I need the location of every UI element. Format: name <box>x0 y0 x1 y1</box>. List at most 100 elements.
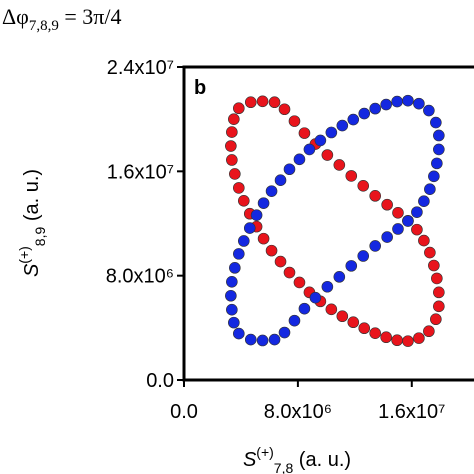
point <box>298 302 311 315</box>
point <box>402 335 414 347</box>
point <box>392 223 404 235</box>
y-axis-label: S(+)8,9 (a. u.) <box>16 169 48 277</box>
x-label-rest: (a. u.) <box>293 449 351 471</box>
point <box>402 215 414 227</box>
point <box>250 209 263 221</box>
point <box>423 325 435 338</box>
point <box>244 333 257 346</box>
point <box>274 174 287 187</box>
point <box>225 289 237 302</box>
point <box>288 314 301 327</box>
point <box>229 168 241 180</box>
point <box>314 134 327 147</box>
point <box>381 198 393 211</box>
point <box>347 316 360 329</box>
point <box>283 163 296 176</box>
point <box>345 170 358 182</box>
y-label-rest: (a. u.) <box>21 169 43 227</box>
point <box>226 154 238 166</box>
point <box>268 96 281 109</box>
y-label-s: S <box>21 263 43 277</box>
plot-frame <box>182 65 474 382</box>
point <box>293 153 306 166</box>
x-tick-label: 1.6x10⁷ <box>378 401 445 423</box>
point <box>428 170 440 183</box>
point <box>237 235 250 247</box>
point <box>325 303 338 316</box>
point <box>347 113 360 126</box>
point <box>369 102 381 115</box>
point <box>381 231 393 243</box>
point <box>268 333 281 346</box>
point <box>288 115 301 127</box>
y-tick-label: 1.6x10⁷ <box>107 161 174 183</box>
y-label-sub: 8,9 <box>32 227 48 247</box>
point <box>244 96 257 109</box>
point <box>431 157 443 170</box>
point <box>431 272 443 285</box>
point <box>428 259 440 272</box>
point <box>413 332 425 344</box>
point <box>226 275 238 288</box>
point <box>358 107 371 120</box>
y-tick-label: 2.4x10⁷ <box>107 57 174 79</box>
x-label-s: S <box>243 449 257 471</box>
point <box>369 190 381 202</box>
point <box>358 322 371 335</box>
point <box>391 334 403 347</box>
point <box>257 232 270 245</box>
point <box>233 182 245 194</box>
point <box>424 183 436 196</box>
point <box>433 286 445 299</box>
point <box>433 143 445 156</box>
point <box>345 260 358 272</box>
point <box>433 300 445 313</box>
y-tick-label: 8.0x10⁶ <box>106 266 174 288</box>
point <box>369 240 381 252</box>
point <box>265 185 278 197</box>
point <box>237 195 250 207</box>
y-tick-label: 0.0 <box>146 370 174 392</box>
point <box>333 271 346 283</box>
point <box>265 244 278 257</box>
point <box>380 98 392 111</box>
point <box>321 149 334 161</box>
point <box>369 327 381 339</box>
annotation-base: Δφ <box>2 4 29 29</box>
point <box>357 180 370 192</box>
point <box>278 326 291 339</box>
point <box>380 331 392 344</box>
x-tick-label: 0.0 <box>170 401 198 423</box>
annotation-sub: 7,8,9 <box>29 18 59 34</box>
point <box>413 97 425 110</box>
point <box>391 95 403 108</box>
point <box>321 280 334 293</box>
point <box>257 197 270 209</box>
annotation-rest: = 3π/4 <box>59 4 122 29</box>
point <box>309 291 322 304</box>
x-tick-label: 8.0x10⁶ <box>264 401 332 423</box>
point <box>229 262 241 274</box>
point <box>430 313 442 326</box>
point <box>430 116 442 129</box>
x-label-sup: (+) <box>256 444 274 460</box>
point <box>424 246 436 259</box>
point <box>283 266 296 279</box>
point <box>278 103 291 116</box>
point <box>402 94 414 107</box>
point <box>274 255 287 268</box>
point <box>411 223 423 236</box>
x-label-sub: 7,8 <box>274 460 294 474</box>
point <box>411 206 423 218</box>
point <box>418 195 430 207</box>
point <box>423 104 435 117</box>
point <box>433 129 445 142</box>
point <box>293 276 306 289</box>
x-axis-label: S(+)7,8 (a. u.) <box>243 444 351 474</box>
annotation: Δφ7,8,9 = 3π/4 <box>2 4 122 34</box>
point <box>233 327 245 340</box>
point <box>225 140 237 152</box>
point <box>226 126 238 138</box>
point <box>226 303 238 316</box>
